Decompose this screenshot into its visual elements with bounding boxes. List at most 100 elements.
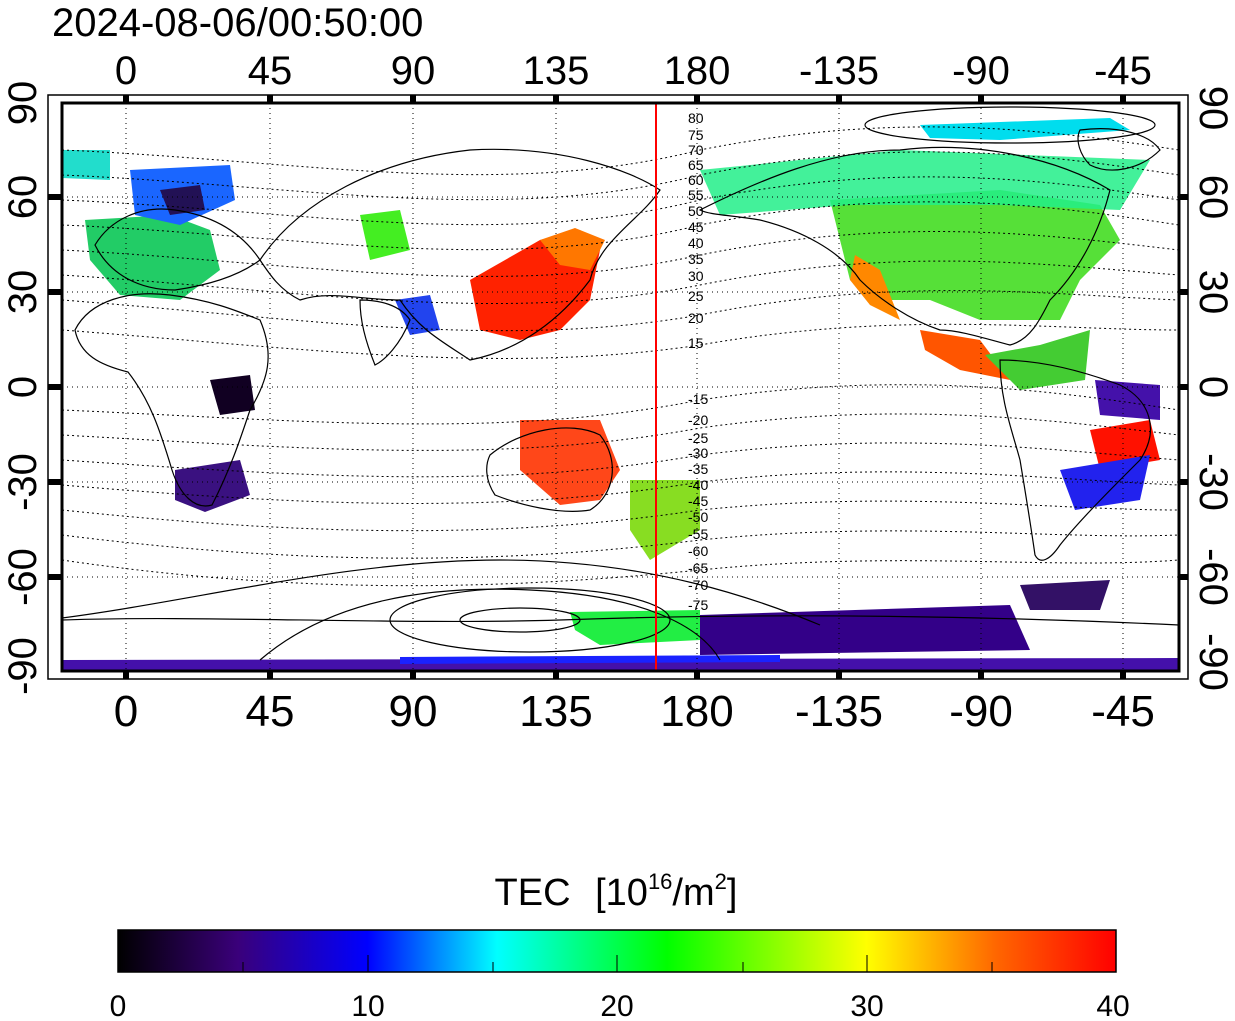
colorbar-unit-close: ]: [727, 872, 738, 914]
colorbar-unit-exponent: 16: [648, 869, 672, 894]
contour-label: -40: [688, 477, 708, 493]
lat-tick-label: 90: [1, 81, 45, 126]
contour-label: 50: [688, 203, 704, 219]
right-latitude-labels: 90 60 30 0 -30 -60 -90: [1191, 86, 1235, 691]
tec-patch-patagonia: [1020, 580, 1110, 610]
lon-tick-label: -90: [952, 49, 1010, 93]
lon-tick-label: 90: [389, 687, 438, 736]
tec-patch-canada: [700, 150, 1150, 215]
contour-label: -45: [688, 493, 708, 509]
tec-patch-south-america-blue: [1060, 455, 1150, 510]
coast-asia: [259, 148, 661, 361]
lon-tick-label: 0: [115, 49, 137, 93]
colorbar-unit-base: [10: [595, 872, 648, 914]
lat-tick-label: -60: [1191, 548, 1235, 606]
contour-label: -60: [688, 543, 708, 559]
contour-labels-north: 80 75 70 65 60 55 50 45 40 35 30 25 20 1…: [688, 110, 704, 351]
contour-label: 30: [688, 268, 704, 284]
contour-label: -35: [688, 461, 708, 477]
lon-tick-label: 45: [246, 687, 295, 736]
magnetic-contours: [62, 126, 1179, 587]
contour-label: -50: [688, 509, 708, 525]
contour-label: 60: [688, 172, 704, 188]
coast-north-america: [698, 146, 1111, 346]
contour-label: 80: [688, 110, 704, 126]
coast-antarctica: [62, 615, 1179, 626]
bottom-longitude-labels: 0 45 90 135 180 -135 -90 -45: [114, 687, 1155, 736]
lon-tick-label: 135: [523, 49, 590, 93]
lon-tick-label: -45: [1094, 49, 1152, 93]
lon-tick-label: -45: [1091, 687, 1155, 736]
lon-tick-label: -135: [799, 49, 879, 93]
colorbar-tick-label: 20: [600, 990, 633, 1021]
tec-patch-india: [395, 295, 440, 335]
coast-india: [359, 299, 411, 366]
contour-label: -25: [688, 430, 708, 446]
tec-patch-south-pole-band: [62, 658, 1179, 670]
colorbar-tick-labels: 0 10 20 30 40: [110, 990, 1130, 1021]
colorbar-title-quantity: TEC: [495, 872, 571, 914]
colorbar-unit-mid: /m: [672, 872, 714, 914]
contour-label: 55: [688, 187, 704, 203]
colorbar-tick-label: 40: [1096, 990, 1129, 1021]
lat-tick-label: -30: [1191, 453, 1235, 511]
contour-label: 25: [688, 288, 704, 304]
tec-patch-scandinavia-dark: [160, 185, 205, 215]
lon-tick-label: 180: [660, 687, 733, 736]
contour-label: -15: [688, 391, 708, 407]
contour-label: -70: [688, 577, 708, 593]
timestamp-title: 2024-08-06/00:50:00: [52, 1, 423, 45]
contour-label: 20: [688, 310, 704, 326]
contour-label: 35: [688, 251, 704, 267]
tec-patch-south-pole-band-blue: [400, 655, 780, 664]
coast-australia: [486, 427, 613, 512]
map-panel: 80 75 70 65 60 55 50 45 40 35 30 25 20 1…: [47, 94, 1189, 680]
lon-tick-label: 0: [114, 687, 138, 736]
lat-tick-label: 0: [1, 376, 45, 398]
contour-label: 70: [688, 142, 704, 158]
lon-tick-label: -135: [795, 687, 883, 736]
top-longitude-labels: 0 45 90 135 180 -135 -90 -45: [115, 49, 1152, 93]
lat-tick-label: -90: [1191, 633, 1235, 691]
tec-patch-africa-dark: [210, 375, 255, 415]
contour-label: -75: [688, 597, 708, 613]
coast-africa: [74, 293, 269, 507]
lat-tick-label: 0: [1191, 376, 1235, 398]
coastlines: [62, 128, 1179, 626]
tec-patch-north-america: [830, 190, 1120, 320]
polar-contours: [62, 106, 1156, 661]
contour-label: -55: [688, 526, 708, 542]
lat-tick-label: -30: [1, 453, 45, 511]
tec-patch-central-america: [985, 330, 1090, 390]
contour-label: -20: [688, 412, 708, 428]
coast-greenland: [1077, 128, 1161, 171]
contour-label: 15: [688, 335, 704, 351]
colorbar-tick-label: 30: [850, 990, 883, 1021]
contour-label: 40: [688, 235, 704, 251]
lat-tick-label: 60: [1, 175, 45, 220]
contour-label: -30: [688, 445, 708, 461]
tec-observations: [62, 118, 1179, 670]
lon-tick-label: 90: [391, 49, 436, 93]
lat-tick-label: 30: [1, 270, 45, 315]
tec-patch-mexico: [920, 330, 1010, 380]
colorbar-title: TEC [1016/m2]: [495, 869, 738, 914]
tec-patch-california: [850, 255, 900, 320]
lon-tick-label: -90: [949, 687, 1013, 736]
lat-tick-label: 30: [1191, 270, 1235, 315]
coast-south-america: [999, 359, 1151, 561]
contour-label: -65: [688, 560, 708, 576]
colorbar-minor-ticks: [242, 955, 993, 972]
lat-tick-label: 60: [1191, 175, 1235, 220]
contour-label: 75: [688, 127, 704, 143]
tec-patch-south-america-purple: [1095, 380, 1160, 420]
graticule: [62, 103, 1179, 671]
contour-label: 65: [688, 157, 704, 173]
lat-tick-label: 90: [1191, 86, 1235, 131]
colorbar-tick-label: 10: [351, 990, 384, 1021]
tec-patch-australia: [520, 420, 620, 505]
lat-tick-label: -60: [1, 548, 45, 606]
tec-patch-iceland: [62, 150, 110, 180]
tick-marks: [48, 95, 1188, 679]
